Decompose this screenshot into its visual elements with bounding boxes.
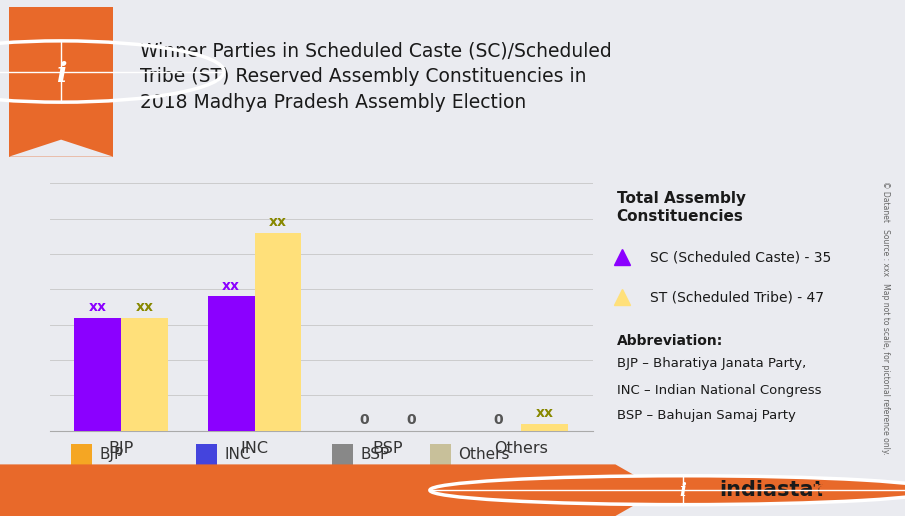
Text: SC (Scheduled Caste) - 35: SC (Scheduled Caste) - 35 [650,250,832,265]
Text: xx: xx [223,279,240,293]
Text: Others: Others [458,447,510,462]
Circle shape [430,476,905,505]
Text: xx: xx [136,300,154,314]
Text: 0: 0 [406,413,416,427]
Text: © Datanet   Source : xxx   Map not to scale, for pictorial reference only.: © Datanet Source : xxx Map not to scale,… [881,181,891,454]
Text: BSP: BSP [360,447,390,462]
Text: xx: xx [89,300,107,314]
Text: xx: xx [536,406,554,420]
Text: BJP – Bharatiya Janata Party,: BJP – Bharatiya Janata Party, [616,357,806,369]
Bar [254,233,301,431]
Text: BJP: BJP [100,447,124,462]
Text: xx: xx [269,215,287,229]
Text: ST (Scheduled Tribe) - 47: ST (Scheduled Tribe) - 47 [650,290,824,304]
Bar [196,444,217,465]
Text: INC – Indian National Congress: INC – Indian National Congress [616,384,821,397]
Text: i: i [56,61,66,88]
Text: Winner Parties in Scheduled Caste (SC)/Scheduled
Tribe (ST) Reserved Assembly Co: Winner Parties in Scheduled Caste (SC)/S… [140,41,612,112]
Text: i: i [680,482,687,500]
Text: Abbreviation:: Abbreviation: [616,334,723,348]
FancyBboxPatch shape [9,7,113,157]
Text: BSP – Bahujan Samaj Party: BSP – Bahujan Samaj Party [616,409,795,422]
Bar [71,444,92,465]
Polygon shape [9,140,113,157]
Bar [121,318,167,431]
Polygon shape [0,464,661,516]
Bar [208,296,254,431]
Bar [332,444,353,465]
Text: indiastat: indiastat [719,480,824,500]
Text: 0: 0 [360,413,369,427]
Text: Total Assembly
Constituencies: Total Assembly Constituencies [616,190,746,224]
Bar [521,424,568,431]
Text: INC: INC [224,447,251,462]
Text: 0: 0 [493,413,503,427]
Bar [430,444,451,465]
Text: media: media [813,480,885,500]
Bar [74,318,121,431]
